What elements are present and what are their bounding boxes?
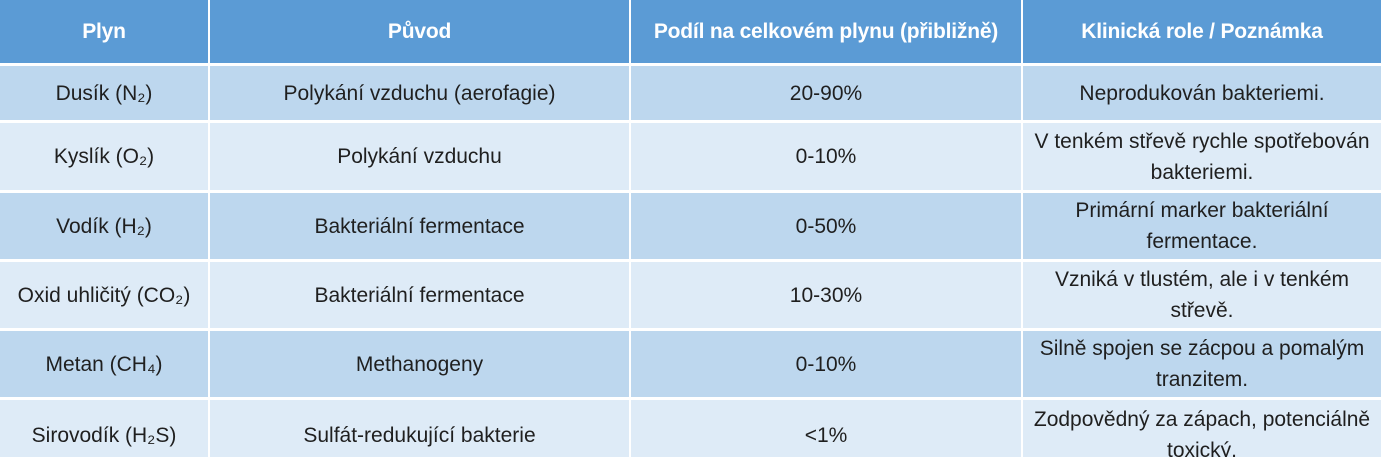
origin-cell: Polykání vzduchu <box>210 123 631 193</box>
origin-cell: Bakteriální fermentace <box>210 193 631 262</box>
table-header: Plyn Původ Podíl na celkovém plynu (přib… <box>0 0 1381 66</box>
table-row: Kyslík (O₂) Polykání vzduchu 0-10% V ten… <box>0 123 1381 193</box>
gas-cell: Kyslík (O₂) <box>0 123 210 193</box>
column-header-origin: Původ <box>210 0 631 66</box>
gas-cell: Dusík (N₂) <box>0 66 210 123</box>
column-header-share: Podíl na celkovém plynu (přibližně) <box>631 0 1023 66</box>
share-cell: 0-10% <box>631 123 1023 193</box>
table-row: Sirovodík (H₂S) Sulfát-redukující bakter… <box>0 400 1381 457</box>
note-cell: Silně spojen se zácpou a pomalým tranzit… <box>1023 331 1381 400</box>
gas-cell: Vodík (H₂) <box>0 193 210 262</box>
column-header-gas: Plyn <box>0 0 210 66</box>
note-cell: V tenkém střevě rychle spotřebován bakte… <box>1023 123 1381 193</box>
share-cell: 0-50% <box>631 193 1023 262</box>
gas-cell: Metan (CH₄) <box>0 331 210 400</box>
gas-cell: Oxid uhličitý (CO₂) <box>0 262 210 331</box>
share-cell: <1% <box>631 400 1023 457</box>
origin-cell: Bakteriální fermentace <box>210 262 631 331</box>
table-row: Oxid uhličitý (CO₂) Bakteriální fermenta… <box>0 262 1381 331</box>
note-cell: Primární marker bakteriální fermentace. <box>1023 193 1381 262</box>
share-cell: 0-10% <box>631 331 1023 400</box>
note-cell: Vzniká v tlustém, ale i v tenkém střevě. <box>1023 262 1381 331</box>
share-cell: 20-90% <box>631 66 1023 123</box>
column-header-note: Klinická role / Poznámka <box>1023 0 1381 66</box>
table-body: Dusík (N₂) Polykání vzduchu (aerofagie) … <box>0 66 1381 457</box>
note-cell: Zodpovědný za zápach, potenciálně toxick… <box>1023 400 1381 457</box>
share-cell: 10-30% <box>631 262 1023 331</box>
header-row: Plyn Původ Podíl na celkovém plynu (přib… <box>0 0 1381 66</box>
origin-cell: Polykání vzduchu (aerofagie) <box>210 66 631 123</box>
table-row: Vodík (H₂) Bakteriální fermentace 0-50% … <box>0 193 1381 262</box>
origin-cell: Sulfát-redukující bakterie <box>210 400 631 457</box>
gas-cell: Sirovodík (H₂S) <box>0 400 210 457</box>
origin-cell: Methanogeny <box>210 331 631 400</box>
table-row: Metan (CH₄) Methanogeny 0-10% Silně spoj… <box>0 331 1381 400</box>
note-cell: Neprodukován bakteriemi. <box>1023 66 1381 123</box>
table-row: Dusík (N₂) Polykání vzduchu (aerofagie) … <box>0 66 1381 123</box>
